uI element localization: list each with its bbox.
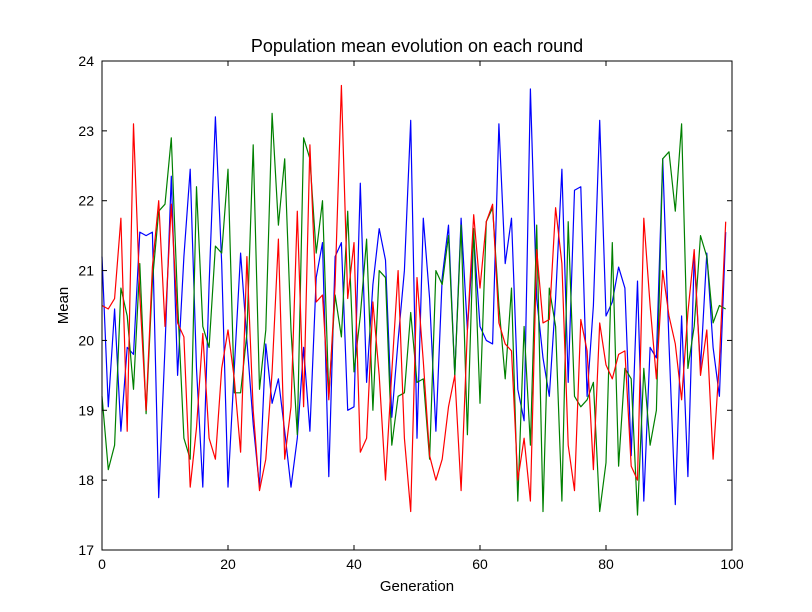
y-tick-label: 24	[78, 53, 94, 69]
x-tick-label: 100	[720, 556, 744, 572]
y-tick-label: 17	[78, 542, 94, 558]
x-tick-label: 20	[220, 556, 236, 572]
y-tick-label: 23	[78, 123, 94, 139]
series-line-3	[101, 84, 727, 513]
y-tick-label: 22	[78, 193, 94, 209]
y-axis-label: Mean	[55, 287, 72, 325]
series-line-2	[101, 112, 726, 516]
plot-area-frame	[101, 60, 733, 551]
x-axis-label: Generation	[380, 578, 454, 595]
y-tick-label: 20	[78, 332, 94, 348]
axis-ticks: 0 20 40 60 80 100 17 18 19 20 21 22 23 24	[78, 53, 743, 572]
x-tick-label: 40	[346, 556, 362, 572]
y-tick-label: 19	[78, 402, 94, 418]
x-tick-label: 60	[472, 556, 488, 572]
series-layer	[101, 84, 727, 516]
y-tick-label: 21	[78, 263, 94, 279]
x-tick-label: 0	[98, 556, 106, 572]
x-tick-label: 80	[598, 556, 614, 572]
y-tick-label: 18	[78, 472, 94, 488]
chart-title: Population mean evolution on each round	[251, 36, 583, 56]
